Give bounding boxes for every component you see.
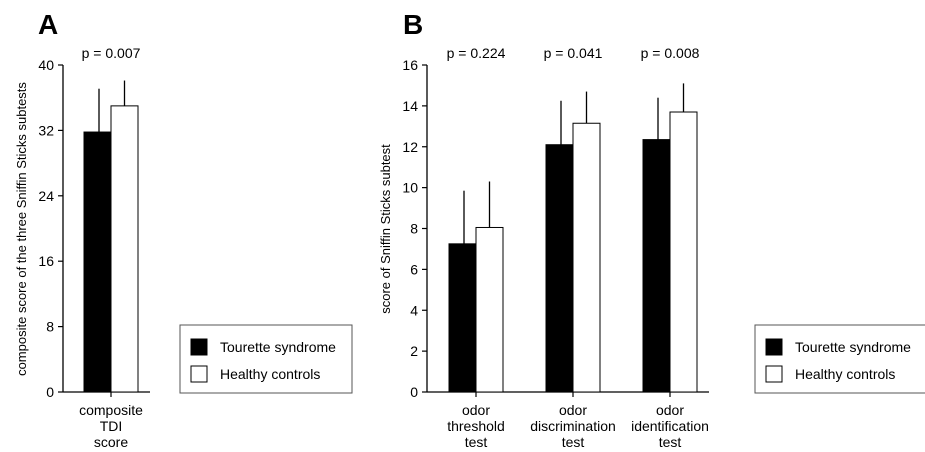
x-category-label: composite TDI score [79,402,143,450]
panel-a-y-axis-label: composite score of the three Sniffin Sti… [14,82,29,376]
legend-box [179,324,353,394]
legend-swatch-tourette [190,338,208,356]
x-category-label-line: odor [559,402,587,418]
p-value-label: p = 0.008 [641,45,700,61]
legend-label-healthy: Healthy controls [220,366,320,382]
legend-label-tourette: Tourette syndrome [220,339,336,355]
y-tick-label: 8 [46,319,54,335]
p-value-label: p = 0.224 [447,45,506,61]
x-category-label-line: test [562,434,585,450]
panel-b-letter: B [403,9,423,40]
x-category-label-line: test [465,434,488,450]
x-category-label-line: odor [656,402,684,418]
y-tick-label: 24 [38,188,54,204]
bar-healthy [572,122,601,393]
x-category-label-line: score [94,434,128,450]
legend-label-healthy: Healthy controls [795,366,895,382]
y-tick-label: 10 [402,180,418,196]
y-tick-label: 12 [402,139,418,155]
y-tick-label: 8 [410,221,418,237]
p-value-label: p = 0.041 [544,45,603,61]
x-category-label-line: identification [631,418,709,434]
bar-tourette [545,144,574,393]
y-tick-label: 14 [402,98,418,114]
bar-healthy [475,226,504,393]
y-tick-label: 32 [38,122,54,138]
panel-b-y-axis-label: score of Sniffin Sticks subtest [378,144,393,314]
bar-healthy [669,111,698,393]
x-category-label: odor discrimination test [530,402,616,450]
legend-swatch-healthy [190,365,208,383]
bar-tourette [642,139,671,393]
panel-b: B score of Sniffin Sticks subtest 0 2 4 6 8 1… [378,9,925,450]
panel-a: A composite score of the three Sniffin S… [14,9,353,450]
legend-swatch-healthy [765,365,783,383]
y-tick-label: 6 [410,261,418,277]
legend-box [754,324,925,394]
x-category-label-line: TDI [100,418,123,434]
x-category-label: odor threshold test [447,402,505,450]
y-tick-label: 2 [410,343,418,359]
x-category-label-line: threshold [447,418,505,434]
bar-tourette [448,243,477,393]
y-tick-label: 40 [38,57,54,73]
y-tick-label: 16 [38,253,54,269]
x-category-label-line: discrimination [530,418,616,434]
y-tick-label: 16 [402,57,418,73]
x-category-label-line: composite [79,402,143,418]
x-category-label-line: test [659,434,682,450]
panel-a-letter: A [38,9,58,40]
legend-label-tourette: Tourette syndrome [795,339,911,355]
p-value-label: p = 0.007 [82,45,141,61]
bar-tourette [83,131,112,393]
legend-swatch-tourette [765,338,783,356]
y-tick-label: 4 [410,302,418,318]
bar-healthy [110,105,139,393]
y-tick-label: 0 [46,384,54,400]
x-category-label-line: odor [462,402,490,418]
x-category-label: odor identification test [631,402,709,450]
y-tick-label: 0 [410,384,418,400]
